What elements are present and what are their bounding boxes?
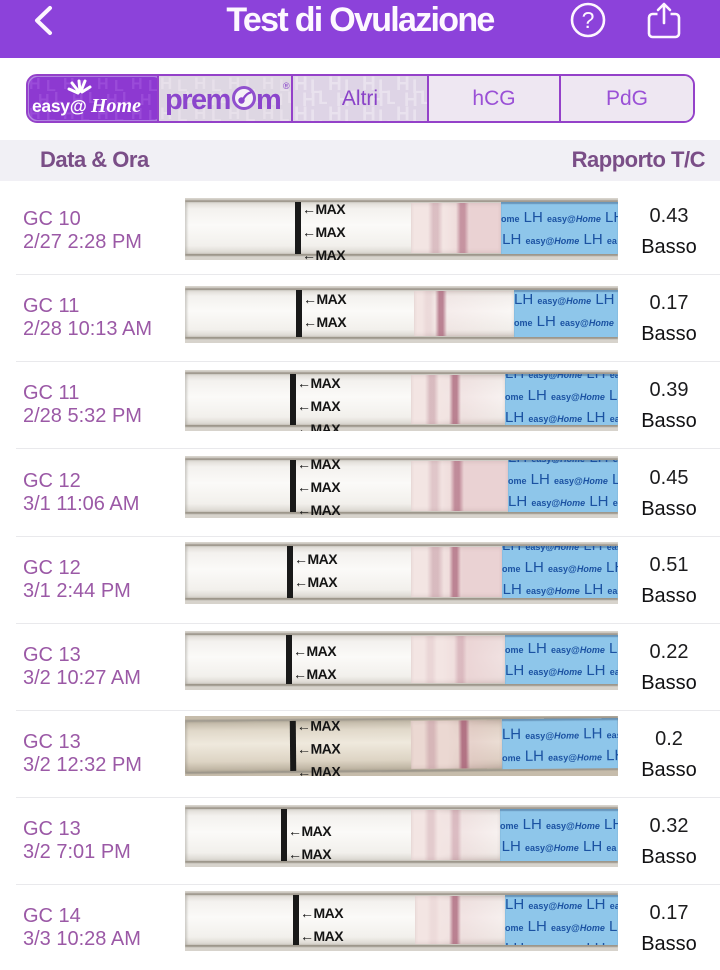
svg-text:?: ? xyxy=(582,7,595,33)
svg-text:Home: Home xyxy=(90,95,141,117)
svg-text:prem: prem xyxy=(165,84,230,116)
svg-text:easy@: easy@ xyxy=(32,96,87,116)
svg-text:®: ® xyxy=(283,81,290,91)
svg-text:m: m xyxy=(256,84,280,116)
